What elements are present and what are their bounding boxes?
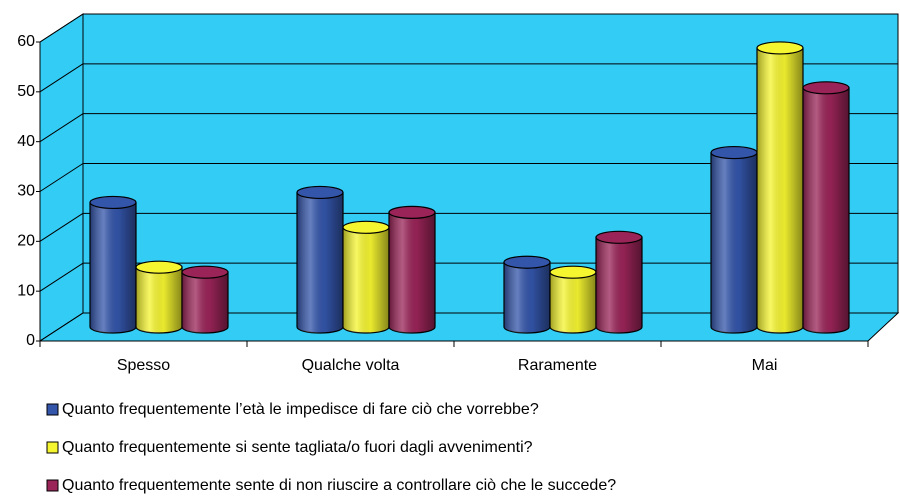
bar-shade — [90, 202, 136, 333]
y-tick-label: 60 — [17, 33, 35, 50]
grid-line — [39, 13, 84, 43]
bar-shade — [596, 237, 642, 333]
legend-label: Quanto frequentemente si sente tagliata/… — [62, 439, 533, 456]
bar-top — [342, 220, 390, 234]
y-tick-label: 40 — [17, 133, 35, 150]
bar-top — [135, 260, 183, 274]
x-tick-label: Mai — [752, 357, 778, 374]
legend-swatch — [46, 403, 59, 416]
bar-top — [181, 265, 229, 279]
bar-shade — [136, 267, 182, 333]
x-tick-label: Raramente — [518, 357, 597, 374]
legend-label: Quanto frequentemente l’età le impedisce… — [62, 401, 539, 418]
grid-line — [39, 262, 84, 292]
bar-shade — [297, 192, 343, 333]
bar-top — [710, 145, 758, 160]
bar-shade — [343, 227, 389, 333]
legend-label: Quanto frequentemente sente di non riusc… — [62, 477, 616, 494]
x-tick-label: Spesso — [117, 357, 170, 374]
bar-shade — [550, 272, 596, 333]
legend-swatch — [46, 441, 59, 454]
bar-top — [549, 265, 597, 279]
bar-top — [296, 185, 344, 200]
grid-line — [39, 163, 84, 192]
bar-shade — [389, 212, 435, 333]
y-tick-label: 30 — [17, 183, 35, 200]
grid-line — [39, 212, 84, 242]
bar-shade — [803, 87, 849, 333]
bar-top — [756, 41, 804, 55]
bar-shade — [711, 152, 757, 333]
y-tick-label: 10 — [17, 282, 35, 299]
bar-shade — [757, 47, 803, 333]
bar-top — [503, 255, 551, 269]
bar-top — [595, 230, 643, 244]
grid-line — [39, 63, 84, 93]
grid-line — [39, 113, 84, 143]
x-tick-label: Qualche volta — [302, 357, 400, 374]
bar-shade — [182, 272, 228, 333]
legend-swatch — [46, 479, 59, 492]
bar-top — [388, 205, 436, 219]
bar-shade — [504, 262, 550, 333]
y-tick-label: 0 — [26, 332, 35, 349]
y-tick-label: 20 — [17, 233, 35, 250]
bar-top — [89, 195, 137, 210]
bar-top — [802, 81, 850, 95]
y-tick-label: 50 — [17, 83, 35, 100]
grid-line — [39, 312, 84, 342]
